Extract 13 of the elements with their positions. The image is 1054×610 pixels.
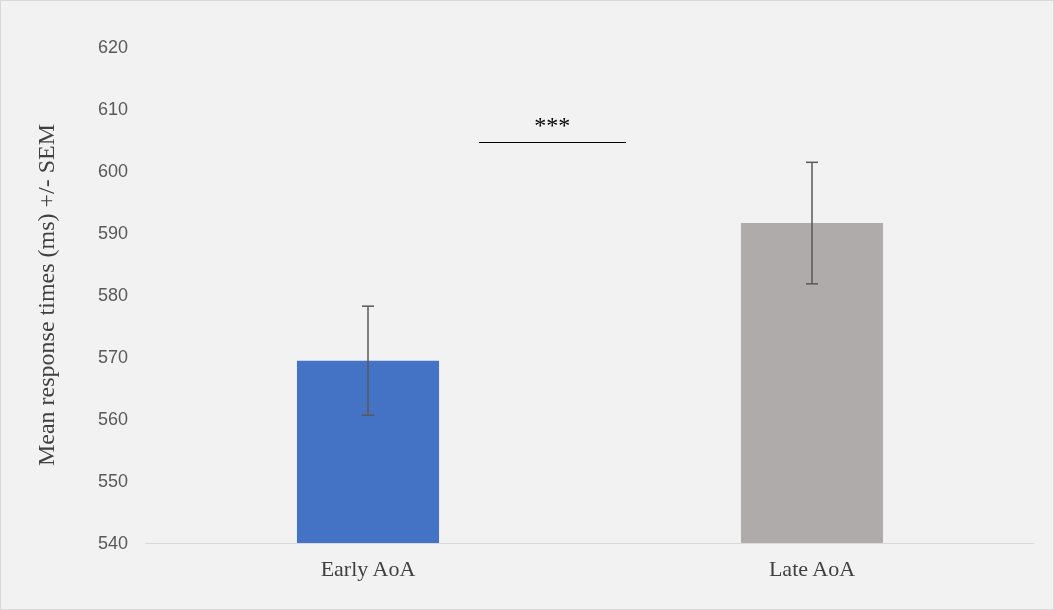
y-tick-label: 550 [97,471,128,491]
y-tick-label: 560 [97,409,128,429]
y-tick-label: 590 [97,223,128,243]
x-tick-label: Late AoA [768,555,856,581]
y-tick-label: 600 [97,161,128,181]
y-axis-title: Mean response times (ms) +/- SEM [33,123,59,467]
y-tick-label: 610 [97,99,128,119]
annotation: *** [534,112,571,140]
y-tick-label: 620 [97,37,128,57]
y-tick-label: 570 [97,347,128,367]
y-tick-label: 580 [97,285,128,305]
x-tick-label: Early AoA [320,555,416,581]
y-tick-label: 540 [97,533,128,553]
